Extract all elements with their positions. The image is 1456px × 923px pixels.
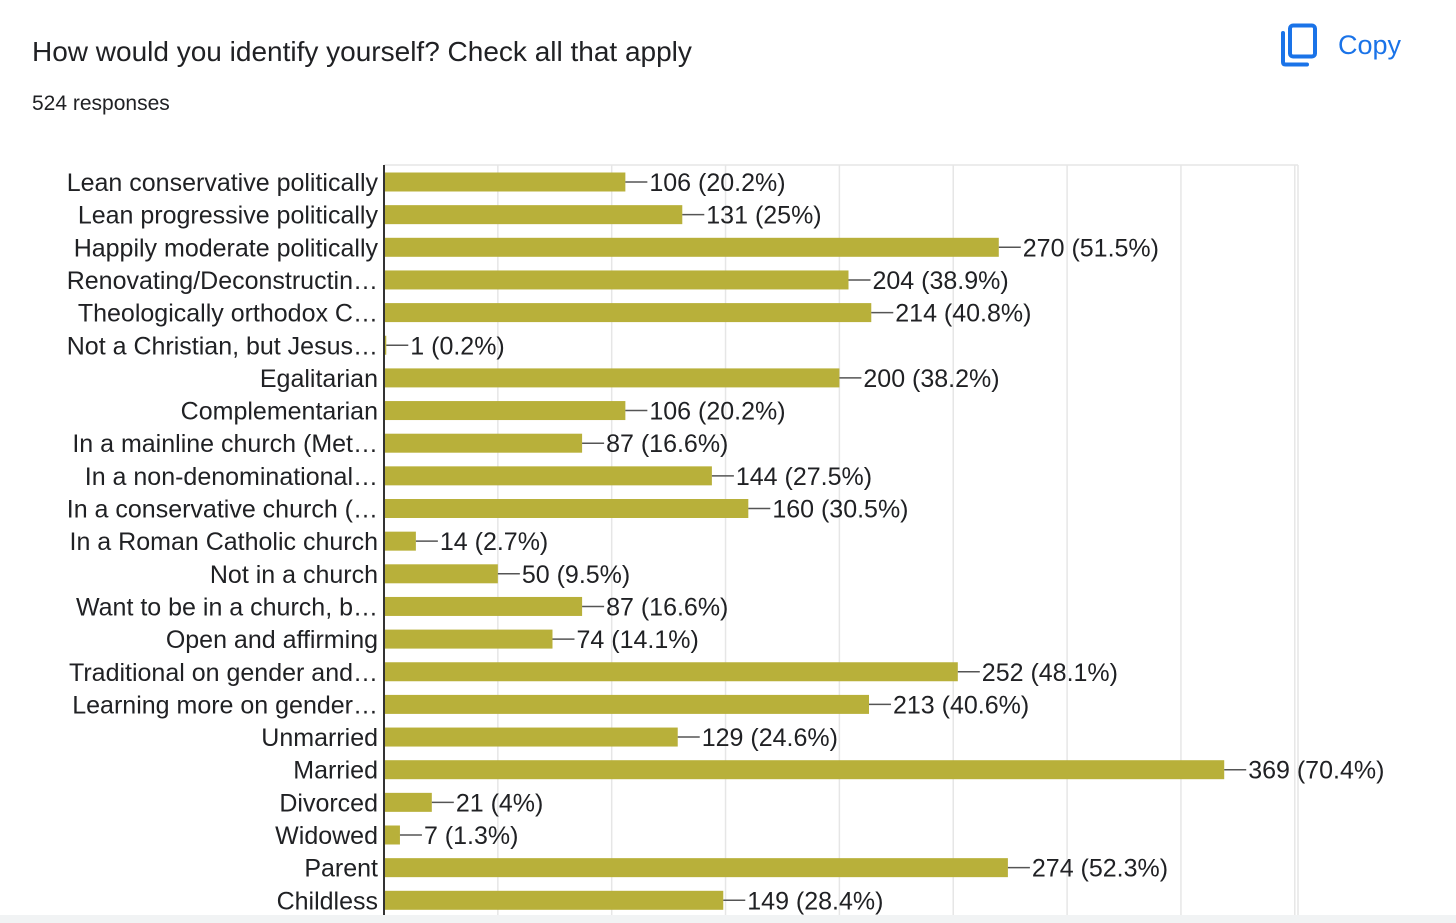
value-label: 213 (40.6%) bbox=[893, 691, 1029, 719]
category-label: Parent bbox=[304, 855, 378, 883]
value-label: 21 (4%) bbox=[456, 789, 544, 817]
bar bbox=[384, 531, 416, 551]
category-label: Happily moderate politically bbox=[74, 234, 379, 262]
category-labels: Lean conservative politically Lean progre… bbox=[67, 169, 379, 915]
category-label: Renovating/Deconstructin… bbox=[67, 267, 378, 295]
question-title: How would you identify yourself? Check a… bbox=[32, 36, 692, 67]
category-label: Complementarian bbox=[181, 398, 378, 426]
category-label: Theologically orthodox C… bbox=[78, 300, 378, 328]
category-label: In a non-denominational… bbox=[85, 463, 378, 491]
category-label: Egalitarian bbox=[260, 365, 378, 393]
value-label: 131 (25%) bbox=[706, 202, 821, 230]
category-label: Not in a church bbox=[210, 561, 378, 589]
bottom-strip bbox=[0, 915, 1456, 923]
category-label: In a conservative church (… bbox=[67, 496, 378, 524]
bar bbox=[384, 303, 872, 323]
bar bbox=[384, 629, 553, 649]
value-labels: 106 (20.2%) 131 (25%) 270 (51.5%) 204 (38.9… bbox=[386, 169, 1384, 915]
value-label: 50 (9.5%) bbox=[522, 561, 630, 589]
bar bbox=[384, 433, 583, 453]
bar bbox=[384, 825, 400, 845]
bars bbox=[384, 172, 1225, 910]
category-label: Childless bbox=[277, 887, 378, 915]
bar bbox=[384, 335, 387, 355]
category-label: Unmarried bbox=[261, 724, 378, 752]
bar bbox=[384, 760, 1225, 780]
category-label: Married bbox=[293, 757, 378, 785]
category-label: In a Roman Catholic church bbox=[70, 528, 378, 556]
value-label: 74 (14.1%) bbox=[576, 626, 698, 654]
bar bbox=[384, 858, 1008, 878]
value-label: 252 (48.1%) bbox=[982, 659, 1118, 687]
bar bbox=[384, 205, 683, 225]
value-label: 87 (16.6%) bbox=[606, 430, 728, 458]
value-label: 214 (40.8%) bbox=[895, 300, 1031, 328]
value-label: 274 (52.3%) bbox=[1032, 855, 1168, 883]
value-label: 106 (20.2%) bbox=[649, 169, 785, 197]
bar bbox=[384, 662, 958, 682]
bar bbox=[384, 564, 498, 584]
value-label: 369 (70.4%) bbox=[1248, 757, 1384, 785]
value-label: 106 (20.2%) bbox=[649, 398, 785, 426]
category-label: Divorced bbox=[279, 789, 378, 817]
bar bbox=[384, 237, 999, 257]
value-label: 200 (38.2%) bbox=[863, 365, 999, 393]
category-label: Lean conservative politically bbox=[67, 169, 379, 197]
category-label: Want to be in a church, b… bbox=[76, 593, 378, 621]
category-label: Not a Christian, but Jesus… bbox=[67, 332, 378, 360]
copy-button[interactable]: Copy bbox=[1280, 22, 1401, 68]
value-label: 129 (24.6%) bbox=[702, 724, 838, 752]
bar bbox=[384, 499, 749, 518]
value-label: 14 (2.7%) bbox=[440, 528, 548, 556]
bar bbox=[384, 727, 678, 747]
copy-label: Copy bbox=[1338, 30, 1402, 60]
bar bbox=[384, 401, 626, 421]
response-count: 524 responses bbox=[32, 92, 170, 115]
category-label: In a mainline church (Met… bbox=[72, 430, 378, 458]
category-label: Widowed bbox=[275, 822, 378, 850]
value-label: 204 (38.9%) bbox=[873, 267, 1009, 295]
bar bbox=[384, 270, 849, 290]
bar bbox=[384, 172, 626, 192]
category-label: Lean progressive politically bbox=[78, 202, 379, 230]
value-label: 149 (28.4%) bbox=[747, 887, 883, 915]
copy-icon bbox=[1281, 23, 1317, 67]
value-label: 270 (51.5%) bbox=[1023, 234, 1159, 262]
category-label: Open and affirming bbox=[166, 626, 378, 654]
category-label: Learning more on gender… bbox=[72, 691, 378, 719]
value-label: 144 (27.5%) bbox=[736, 463, 872, 491]
grid-lines bbox=[384, 164, 1299, 917]
bar bbox=[384, 792, 432, 812]
value-label: 7 (1.3%) bbox=[424, 822, 518, 850]
bar bbox=[384, 466, 712, 486]
bar bbox=[384, 596, 583, 616]
bar bbox=[384, 694, 870, 714]
value-label: 1 (0.2%) bbox=[410, 332, 504, 360]
value-label: 87 (16.6%) bbox=[606, 593, 728, 621]
bar bbox=[384, 890, 724, 910]
bar bbox=[384, 368, 840, 388]
category-label: Traditional on gender and… bbox=[69, 659, 378, 687]
value-label: 160 (30.5%) bbox=[772, 496, 908, 524]
